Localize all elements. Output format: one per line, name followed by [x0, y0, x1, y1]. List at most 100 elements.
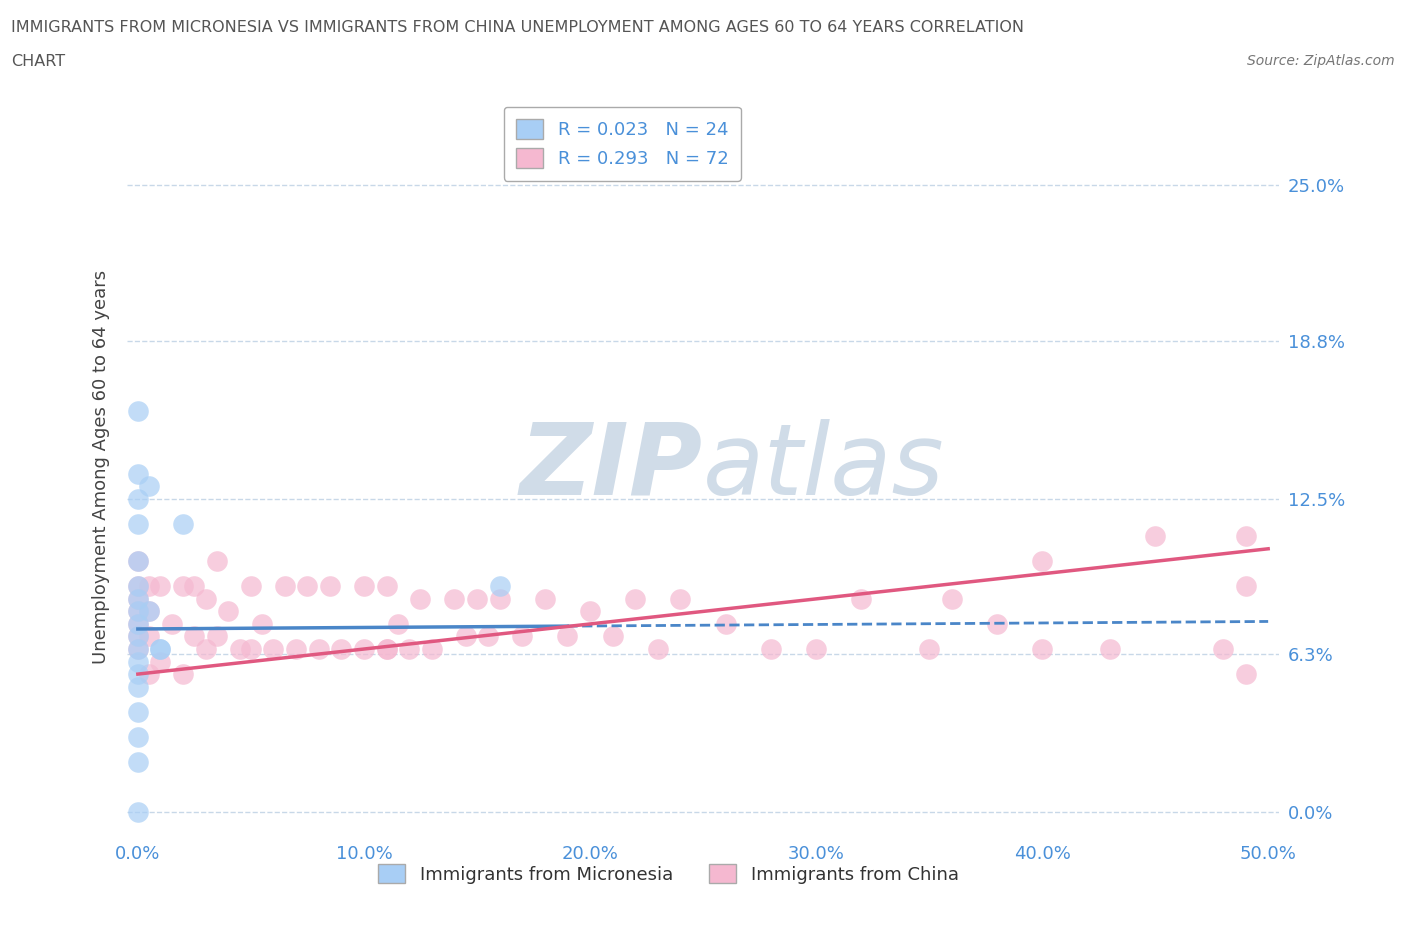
Point: [420, 642, 443, 657]
Point: [127, 704, 149, 719]
Point: [1234, 667, 1257, 682]
Point: [138, 604, 160, 618]
Point: [127, 579, 149, 594]
Point: [127, 591, 149, 606]
Point: [330, 642, 353, 657]
Point: [353, 579, 375, 594]
Point: [398, 642, 420, 657]
Point: [138, 479, 160, 494]
Point: [127, 404, 149, 418]
Point: [477, 629, 499, 644]
Point: [602, 629, 624, 644]
Point: [127, 629, 149, 644]
Point: [205, 554, 228, 569]
Point: [127, 642, 149, 657]
Point: [250, 617, 273, 631]
Point: [183, 629, 205, 644]
Point: [138, 604, 160, 618]
Point: [138, 579, 160, 594]
Point: [465, 591, 488, 606]
Point: [409, 591, 432, 606]
Point: [239, 579, 262, 594]
Point: [274, 579, 297, 594]
Point: [387, 617, 409, 631]
Point: [1234, 529, 1257, 544]
Point: [127, 754, 149, 769]
Point: [510, 629, 533, 644]
Point: [127, 491, 149, 506]
Point: [127, 579, 149, 594]
Point: [647, 642, 669, 657]
Point: [579, 604, 602, 618]
Point: [533, 591, 555, 606]
Point: [1031, 642, 1053, 657]
Point: [1031, 554, 1053, 569]
Point: [149, 654, 172, 669]
Point: [127, 667, 149, 682]
Point: [443, 591, 465, 606]
Point: [297, 579, 319, 594]
Point: [375, 642, 398, 657]
Point: [138, 629, 160, 644]
Point: [285, 642, 308, 657]
Point: [353, 642, 375, 657]
Point: [1212, 642, 1234, 657]
Point: [160, 617, 183, 631]
Point: [172, 516, 194, 531]
Point: [149, 642, 172, 657]
Point: [127, 679, 149, 694]
Point: [308, 642, 330, 657]
Point: [217, 604, 239, 618]
Point: [1098, 642, 1121, 657]
Point: [557, 629, 579, 644]
Point: [127, 604, 149, 618]
Point: [375, 642, 398, 657]
Point: [127, 629, 149, 644]
Point: [239, 642, 262, 657]
Point: [127, 466, 149, 481]
Text: Source: ZipAtlas.com: Source: ZipAtlas.com: [1247, 54, 1395, 68]
Point: [714, 617, 737, 631]
Point: [1144, 529, 1167, 544]
Point: [488, 579, 510, 594]
Text: atlas: atlas: [703, 418, 945, 516]
Point: [194, 642, 217, 657]
Text: CHART: CHART: [11, 54, 65, 69]
Point: [205, 629, 228, 644]
Point: [183, 579, 205, 594]
Point: [488, 591, 510, 606]
Y-axis label: Unemployment Among Ages 60 to 64 years: Unemployment Among Ages 60 to 64 years: [91, 271, 110, 664]
Point: [127, 642, 149, 657]
Point: [127, 554, 149, 569]
Point: [172, 579, 194, 594]
Point: [127, 804, 149, 819]
Point: [194, 591, 217, 606]
Point: [624, 591, 647, 606]
Point: [263, 642, 285, 657]
Point: [127, 554, 149, 569]
Point: [918, 642, 941, 657]
Point: [986, 617, 1008, 631]
Text: ZIP: ZIP: [520, 418, 703, 516]
Point: [127, 617, 149, 631]
Point: [941, 591, 963, 606]
Legend: Immigrants from Micronesia, Immigrants from China: Immigrants from Micronesia, Immigrants f…: [371, 857, 966, 891]
Point: [228, 642, 250, 657]
Text: IMMIGRANTS FROM MICRONESIA VS IMMIGRANTS FROM CHINA UNEMPLOYMENT AMONG AGES 60 T: IMMIGRANTS FROM MICRONESIA VS IMMIGRANTS…: [11, 20, 1024, 35]
Point: [127, 591, 149, 606]
Point: [804, 642, 827, 657]
Point: [319, 579, 342, 594]
Point: [1234, 579, 1257, 594]
Point: [138, 667, 160, 682]
Point: [149, 579, 172, 594]
Point: [127, 516, 149, 531]
Point: [149, 642, 172, 657]
Point: [127, 604, 149, 618]
Point: [375, 579, 398, 594]
Point: [454, 629, 477, 644]
Point: [127, 729, 149, 744]
Point: [669, 591, 692, 606]
Point: [127, 654, 149, 669]
Point: [669, 153, 692, 167]
Point: [759, 642, 782, 657]
